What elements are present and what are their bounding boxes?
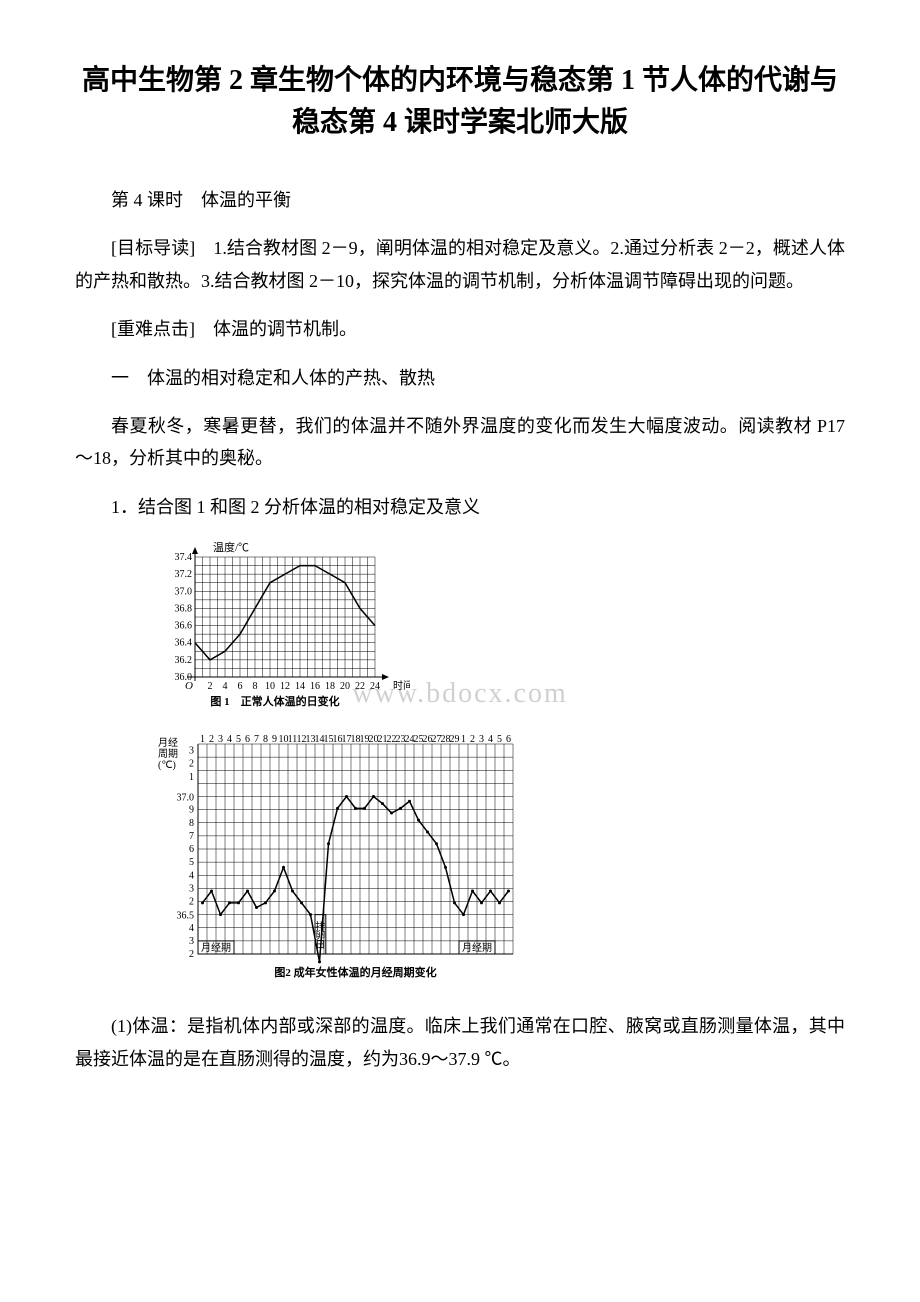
- svg-text:36.2: 36.2: [175, 655, 193, 666]
- svg-text:1: 1: [189, 772, 194, 783]
- svg-text:周期: 周期: [158, 748, 178, 760]
- para-lesson: 第 4 课时 体温的平衡: [75, 184, 845, 216]
- svg-text:2: 2: [208, 681, 213, 692]
- svg-text:3: 3: [189, 884, 194, 895]
- svg-text:37.2: 37.2: [175, 569, 193, 580]
- svg-text:月经: 月经: [158, 736, 178, 749]
- svg-text:7: 7: [254, 734, 259, 745]
- svg-text:37.0: 37.0: [177, 793, 195, 804]
- svg-text:20: 20: [340, 681, 350, 692]
- para-focus: [重难点击] 体温的调节机制。: [75, 313, 845, 345]
- svg-text:2: 2: [209, 734, 214, 745]
- svg-text:1: 1: [461, 734, 466, 745]
- para-objectives: [目标导读] 1.结合教材图 2－9，阐明体温的相对稳定及意义。2.通过分析表 …: [75, 232, 845, 297]
- svg-text:36.6: 36.6: [175, 621, 193, 632]
- svg-text:5: 5: [236, 734, 241, 745]
- svg-text:图2 成年女性体温的月经周期变化: 图2 成年女性体温的月经周期变化: [274, 965, 436, 979]
- svg-text:24: 24: [370, 681, 380, 692]
- svg-text:2: 2: [470, 734, 475, 745]
- svg-text:O: O: [185, 680, 193, 692]
- document-title: 高中生物第 2 章生物个体的内环境与稳态第 1 节人体的代谢与稳态第 4 课时学…: [75, 60, 845, 144]
- svg-text:2: 2: [189, 759, 194, 770]
- svg-text:3: 3: [189, 746, 194, 757]
- svg-text:8: 8: [189, 818, 194, 829]
- svg-text:时间/h: 时间/h: [393, 679, 410, 692]
- chart2-menstrual-temperature: 月经周期(℃)32137.09876543236.543212345678910…: [150, 732, 845, 992]
- svg-text:月经期: 月经期: [201, 941, 231, 954]
- svg-text:6: 6: [238, 681, 243, 692]
- svg-text:月经期: 月经期: [462, 941, 492, 954]
- svg-text:6: 6: [245, 734, 250, 745]
- svg-text:1: 1: [200, 734, 205, 745]
- svg-text:3: 3: [218, 734, 223, 745]
- svg-text:37.0: 37.0: [175, 586, 193, 597]
- para-section-header: 一 体温的相对稳定和人体的产热、散热: [75, 362, 845, 394]
- svg-text:3: 3: [479, 734, 484, 745]
- chart2-svg: 月经周期(℃)32137.09876543236.543212345678910…: [150, 732, 530, 992]
- svg-text:6: 6: [189, 844, 194, 855]
- svg-text:22: 22: [355, 681, 365, 692]
- svg-text:10: 10: [265, 681, 275, 692]
- svg-text:9: 9: [272, 734, 277, 745]
- svg-text:4: 4: [189, 923, 194, 934]
- svg-text:12: 12: [280, 681, 290, 692]
- svg-text:8: 8: [253, 681, 258, 692]
- svg-text:2: 2: [189, 949, 194, 960]
- svg-text:7: 7: [189, 831, 194, 842]
- svg-text:18: 18: [325, 681, 335, 692]
- para-task1: 1．结合图 1 和图 2 分析体温的相对稳定及意义: [75, 491, 845, 523]
- svg-text:4: 4: [223, 681, 228, 692]
- svg-text:4: 4: [227, 734, 232, 745]
- svg-text:6: 6: [506, 734, 511, 745]
- chart1-svg: 温度/℃36.036.236.436.636.837.037.237.4O246…: [150, 539, 410, 714]
- svg-text:29: 29: [450, 734, 460, 745]
- svg-text:36.8: 36.8: [175, 604, 193, 615]
- svg-text:8: 8: [263, 734, 268, 745]
- svg-text:温度/℃: 温度/℃: [213, 540, 249, 554]
- para-definition: (1)体温：是指机体内部或深部的温度。临床上我们通常在口腔、腋窝或直肠测量体温，…: [75, 1010, 845, 1075]
- chart1-daily-temperature: 温度/℃36.036.236.436.636.837.037.237.4O246…: [150, 539, 845, 714]
- svg-text:5: 5: [497, 734, 502, 745]
- svg-text:5: 5: [189, 857, 194, 868]
- svg-text:2: 2: [189, 897, 194, 908]
- svg-text:3: 3: [189, 936, 194, 947]
- svg-text:14: 14: [295, 681, 305, 692]
- svg-text:(℃): (℃): [158, 760, 176, 771]
- svg-text:9: 9: [189, 805, 194, 816]
- svg-text:4: 4: [488, 734, 493, 745]
- svg-text:36.5: 36.5: [177, 911, 195, 922]
- svg-text:36.4: 36.4: [175, 638, 193, 649]
- para-intro: 春夏秋冬，寒暑更替，我们的体温并不随外界温度的变化而发生大幅度波动。阅读教材 P…: [75, 410, 845, 475]
- svg-text:图 1 正常人体温的日变化: 图 1 正常人体温的日变化: [210, 694, 339, 708]
- svg-text:37.4: 37.4: [175, 552, 193, 563]
- svg-text:16: 16: [310, 681, 320, 692]
- svg-text:4: 4: [189, 870, 194, 881]
